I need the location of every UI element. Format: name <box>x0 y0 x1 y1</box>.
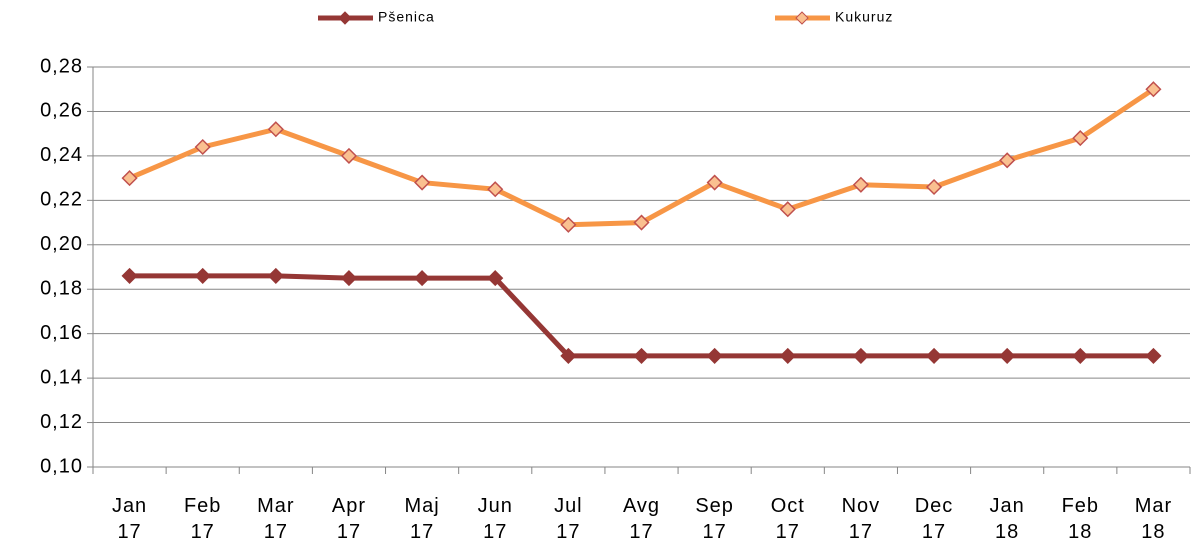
x-tick-label: Jan 17 <box>111 495 148 543</box>
marker <box>999 152 1016 169</box>
x-tick-label: Jun 17 <box>477 495 513 543</box>
legend-marker <box>795 11 809 25</box>
marker <box>560 216 577 233</box>
x-tick-label: Apr 17 <box>331 495 367 543</box>
legend-label: Pšenica <box>378 9 435 25</box>
legend-marker <box>338 11 352 25</box>
x-tick-label: Sep 17 <box>695 495 734 543</box>
marker <box>852 347 869 364</box>
marker <box>414 270 431 287</box>
y-tick-label: 0,18 <box>40 278 83 300</box>
x-tick-label: Jul 17 <box>554 495 583 543</box>
y-tick-label: 0,28 <box>40 55 83 77</box>
x-tick-label: Nov 17 <box>841 495 881 543</box>
x-tick-label: Mar 17 <box>257 495 295 543</box>
y-tick-label: 0,16 <box>40 322 83 344</box>
marker <box>340 147 358 164</box>
marker <box>706 174 723 191</box>
y-tick-label: 0,20 <box>40 233 83 255</box>
marker <box>267 267 284 284</box>
x-tick-label: Jan 18 <box>989 495 1025 543</box>
y-tick-label: 0,26 <box>40 100 83 122</box>
y-tick-label: 0,14 <box>40 366 83 388</box>
y-tick-label: 0,12 <box>40 411 83 433</box>
marker <box>340 270 358 287</box>
marker <box>852 176 869 193</box>
marker <box>779 347 796 364</box>
marker <box>487 181 504 198</box>
series-line <box>128 87 1155 228</box>
series-line <box>129 273 1154 359</box>
y-tick-label: 0,24 <box>40 144 83 166</box>
marker <box>706 347 723 364</box>
marker <box>633 347 650 364</box>
marker <box>267 121 284 138</box>
marker <box>1145 81 1162 98</box>
marker <box>414 174 431 191</box>
x-tick-label: Avg 17 <box>622 495 661 543</box>
marker <box>487 270 504 287</box>
marker <box>1072 347 1089 364</box>
marker <box>1145 347 1162 364</box>
marker <box>121 170 138 187</box>
legend-label: Kukuruz <box>835 9 893 25</box>
marker <box>999 347 1016 364</box>
marker <box>925 347 943 364</box>
marker <box>1072 130 1089 147</box>
marker <box>194 267 211 284</box>
x-tick-label: Oct 17 <box>770 495 805 543</box>
y-tick-label: 0,10 <box>40 455 83 477</box>
x-tick-label: Dec 17 <box>914 495 954 543</box>
y-tick-label: 0,22 <box>40 189 83 211</box>
x-tick-label: Feb 18 <box>1061 495 1100 543</box>
marker <box>925 178 943 196</box>
marker <box>633 214 650 231</box>
marker <box>194 138 211 156</box>
marker <box>121 267 138 284</box>
marker <box>560 347 577 364</box>
x-tick-label: Feb 17 <box>183 495 222 543</box>
marker <box>779 201 796 218</box>
x-tick-label: Maj 17 <box>404 495 440 543</box>
x-tick-label: Mar 18 <box>1134 495 1173 543</box>
